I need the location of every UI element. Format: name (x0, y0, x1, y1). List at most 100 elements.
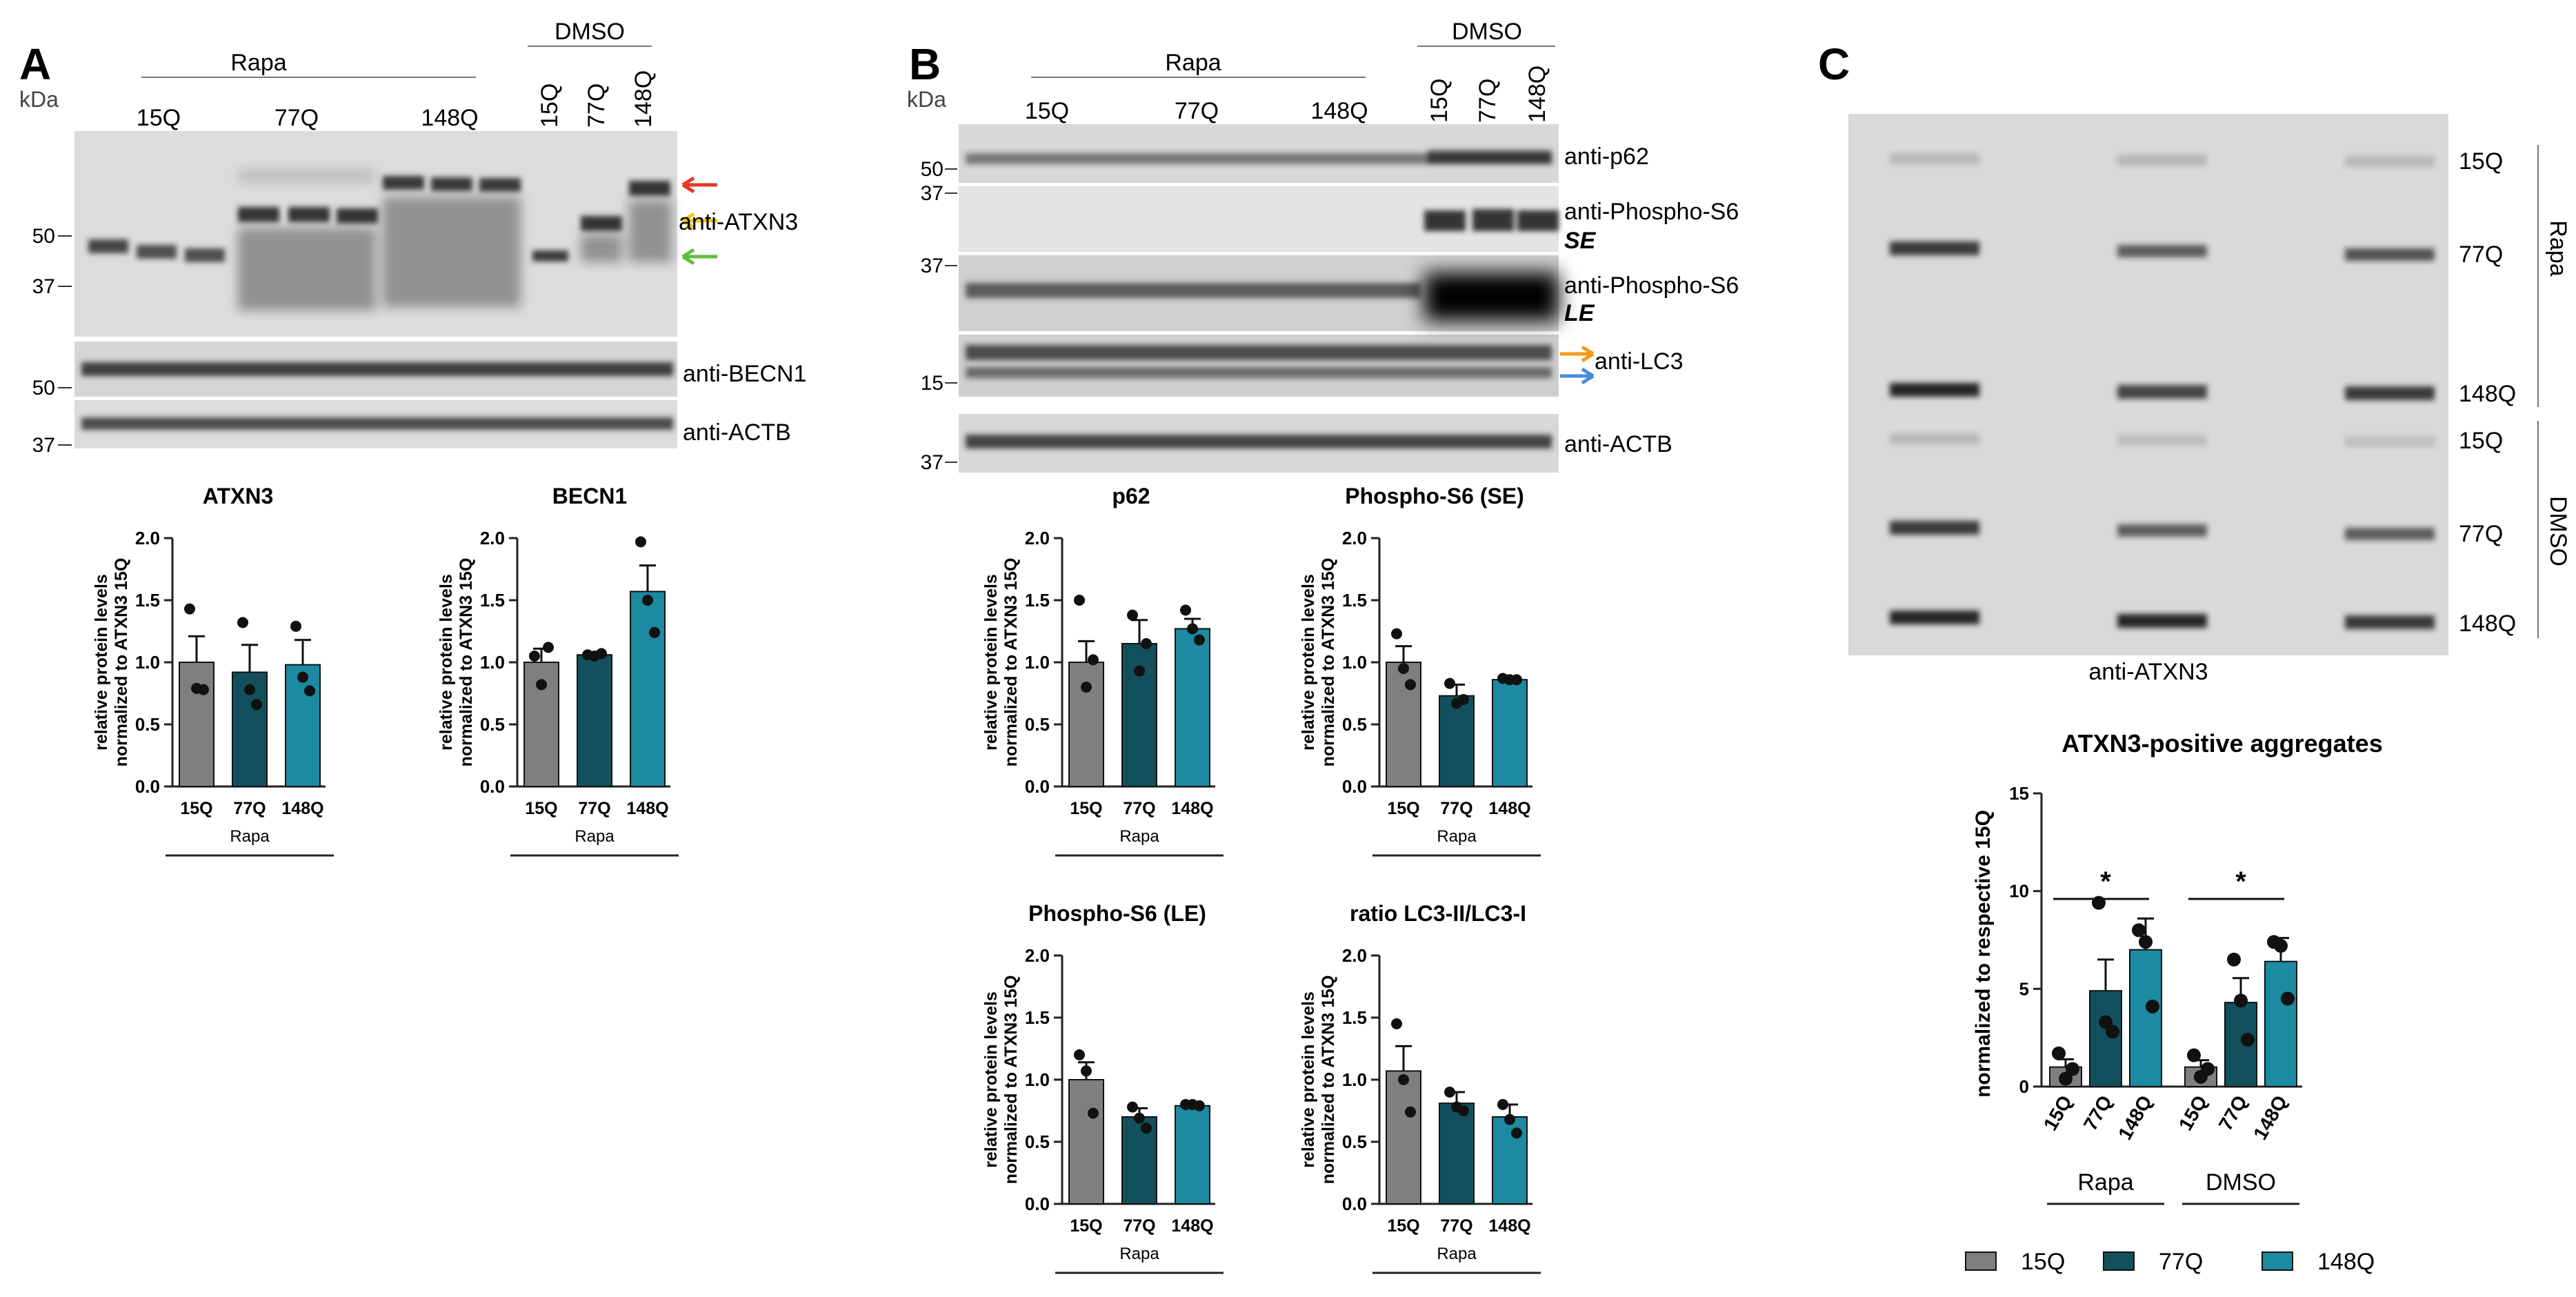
bar-77Q (1439, 1102, 1475, 1205)
lane-15q-a: 15Q (137, 105, 181, 131)
x-tick-label: 15Q (180, 799, 212, 818)
group-label-dmso-c: DMSO (2545, 496, 2571, 566)
data-point (2059, 1071, 2073, 1086)
y-axis-label: relative protein levels (437, 574, 456, 751)
panel-a-blot: A kDa Rapa DMSO 15Q 77Q 148Q 15Q 77Q 148… (19, 19, 807, 457)
data-point (536, 679, 547, 691)
data-point (1194, 634, 1205, 646)
filter-row-5: 77Q (2459, 521, 2503, 547)
y-tick-label: 0 (2019, 1076, 2029, 1097)
bar-charts: ATXN3 0.0 0.5 1.0 1.5 2.0 relative protein lev… (92, 484, 2383, 1275)
bar-77Q (1121, 643, 1157, 787)
bar-15Q (1068, 662, 1104, 787)
label-anti-ps6-le: anti-Phospho-S6 (1564, 273, 1739, 299)
panel-b-blot: B kDa Rapa DMSO 15Q 77Q 148Q 15Q 77Q 148… (907, 19, 1739, 474)
data-point (1398, 1074, 1409, 1085)
data-point (1081, 682, 1092, 693)
data-point (2241, 1033, 2255, 1047)
y-tick-label: 0.0 (1025, 1194, 1050, 1214)
data-point (1444, 677, 1455, 689)
bar-148Q (1175, 1105, 1210, 1205)
y-axis-label: normalized to respective 15Q (1972, 810, 1995, 1098)
label-anti-atxn3: anti-ATXN3 (679, 209, 798, 235)
data-point (198, 684, 209, 695)
x-tick-label: 77Q (1440, 1216, 1472, 1236)
y-tick-label: 0.5 (135, 714, 160, 735)
y-axis-label: normalized to ATXN3 15Q (457, 558, 476, 767)
data-point (304, 685, 315, 697)
lane-148q-a: 148Q (421, 105, 478, 131)
data-point (1391, 628, 1402, 640)
y-tick-label: 0.0 (1342, 1194, 1367, 1214)
group-label-rapa-c: Rapa (2545, 220, 2571, 276)
x-tick-label: 77Q (233, 799, 266, 818)
y-tick-label: 0.5 (1025, 714, 1050, 735)
x-axis-label: Rapa (575, 827, 615, 846)
x-axis-label: Rapa (1437, 1245, 1477, 1263)
y-tick-label: 0.5 (480, 714, 505, 735)
x-tick-label: 15Q (2175, 1092, 2211, 1134)
marker-b-50: 50 (921, 158, 943, 181)
lane-dmso-77q-b: 77Q (1475, 79, 1501, 123)
x-tick-label: 15Q (525, 799, 557, 818)
rapa-header-a: Rapa (230, 50, 286, 76)
data-point (1504, 1113, 1515, 1125)
data-point (2132, 923, 2146, 938)
chart-p62: p62 0.0 0.5 1.0 1.5 2.0 relative protein level… (981, 484, 1224, 857)
y-axis-label: relative protein levels (92, 574, 111, 751)
data-point (2227, 952, 2241, 967)
data-point (2201, 1062, 2215, 1076)
marker-a-50: 50 (32, 225, 55, 248)
y-tick-label: 0.0 (135, 776, 160, 797)
filter-row-3: 148Q (2459, 381, 2516, 407)
x-tick-label: 148Q (1488, 799, 1530, 818)
y-tick-label: 0.0 (480, 776, 505, 797)
x-tick-label: 77Q (1123, 799, 1155, 818)
data-point (184, 603, 195, 615)
orange-arrow-icon (1560, 345, 1595, 363)
label-se: SE (1564, 228, 1597, 254)
filter-row-2: 77Q (2459, 241, 2503, 268)
y-tick-label: 2.0 (1025, 528, 1050, 548)
label-le: LE (1564, 300, 1595, 326)
lane-dmso-148q-b: 148Q (1524, 66, 1550, 123)
legend-swatch-15Q (1965, 1251, 1997, 1271)
data-point (1074, 595, 1085, 606)
data-point (1141, 1122, 1152, 1134)
x-tick-label: 148Q (1171, 799, 1213, 818)
y-tick-label: 1.0 (1025, 1069, 1050, 1090)
marker-b-37b: 37 (921, 255, 943, 277)
data-point (1141, 638, 1152, 649)
y-tick-label: 1.5 (1342, 590, 1367, 611)
y-tick-label: 2.0 (480, 528, 505, 548)
data-point (1444, 1087, 1455, 1098)
data-point (635, 536, 646, 548)
label-anti-actb-a: anti-ACTB (683, 419, 791, 446)
chart-ps6le: Phospho-S6 (LE) 0.0 0.5 1.0 1.5 2.0 relative p… (981, 901, 1224, 1274)
bar-77Q (1439, 695, 1475, 787)
lane-dmso-15q-b: 15Q (1426, 79, 1452, 123)
y-tick-label: 1.0 (1342, 652, 1367, 673)
legend-label: 148Q (2317, 1249, 2375, 1275)
chart-atxn3: ATXN3 0.0 0.5 1.0 1.5 2.0 relative protein lev… (92, 484, 334, 857)
x-tick-label: 148Q (1488, 1216, 1530, 1236)
x-tick-label: 15Q (1387, 799, 1419, 818)
lc3-membrane (959, 335, 1559, 397)
y-axis-label: normalized to ATXN3 15Q (1001, 558, 1021, 767)
y-tick-label: 1.0 (1342, 1069, 1367, 1090)
y-tick-label: 1.5 (135, 590, 160, 611)
ps6-se-membrane (959, 186, 1559, 252)
red-arrow-icon (681, 176, 717, 194)
marker-a-37: 37 (32, 275, 55, 298)
chart-title: ratio LC3-II/LC3-I (1350, 901, 1526, 926)
y-tick-label: 1.5 (1342, 1007, 1367, 1028)
y-tick-label: 1.5 (1025, 590, 1050, 611)
y-tick-label: 0.0 (1025, 776, 1050, 797)
lane-dmso-148q-a: 148Q (630, 70, 657, 128)
data-point (1405, 1106, 1416, 1118)
dmso-header-a: DMSO (555, 19, 625, 45)
marker-a-37b: 37 (32, 434, 55, 457)
bar-77Q (577, 654, 612, 788)
label-anti-atxn3-c: anti-ATXN3 (2088, 659, 2208, 685)
